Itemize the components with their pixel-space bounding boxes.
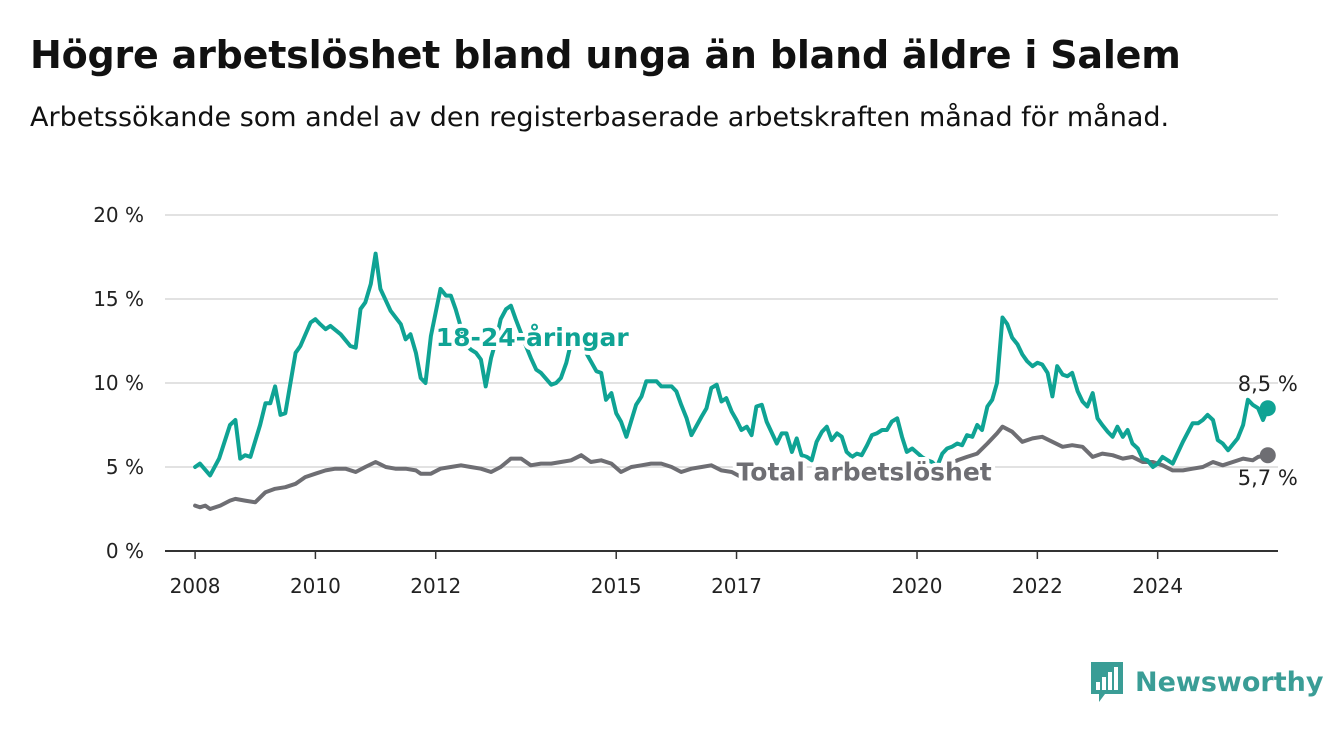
series-label-18-24: 18-24-åringar xyxy=(436,323,630,352)
series-labels: 8,5 % 5,7 % 18-24-åringar Total arbetslöshe… xyxy=(432,319,1298,490)
y-axis-ticks: 0 % 5 % 10 % 15 % 20 % xyxy=(93,203,144,563)
x-tick-label: 2017 xyxy=(711,574,762,598)
end-point-18-24 xyxy=(1259,400,1276,417)
x-axis-ticks: 2008 2010 2012 2015 2017 2020 2022 2024 xyxy=(170,551,1183,598)
series-line-total xyxy=(193,453,794,511)
y-tick-label: 15 % xyxy=(93,287,144,311)
x-tick-label: 2022 xyxy=(1012,574,1063,598)
x-tick-label: 2020 xyxy=(892,574,943,598)
y-tick-label: 10 % xyxy=(93,371,144,395)
newsworthy-logo: Newsworthy xyxy=(1089,660,1323,704)
y-tick-label: 0 % xyxy=(106,539,144,563)
end-value-label-18-24: 8,5 % xyxy=(1238,372,1298,396)
x-tick-label: 2024 xyxy=(1132,574,1183,598)
newsworthy-bar-chart-icon xyxy=(1091,662,1123,702)
y-tick-label: 5 % xyxy=(106,455,144,479)
series-line-total-recent xyxy=(934,424,1270,474)
x-tick-label: 2012 xyxy=(410,574,461,598)
line-chart: 0 %5 %10 %15 %20 % 2008 2010 2012 2015 2017 2… xyxy=(93,203,1298,598)
chart-subtitle: Arbetssökande som andel av den registerb… xyxy=(30,102,1170,133)
gridlines xyxy=(165,214,1278,552)
x-tick-label: 2010 xyxy=(290,574,341,598)
end-value-label-total: 5,7 % xyxy=(1238,466,1298,490)
series-label-total: Total arbetslöshet xyxy=(737,457,992,486)
x-tick-label: 2015 xyxy=(591,574,642,598)
series-line-18-24 xyxy=(193,251,1270,478)
newsworthy-logo-text: Newsworthy xyxy=(1135,666,1324,698)
end-point-total xyxy=(1259,447,1276,464)
chart-title: Högre arbetslöshet bland unga än bland ä… xyxy=(30,33,1181,77)
series-lines xyxy=(193,251,1276,511)
x-tick-label: 2008 xyxy=(170,574,221,598)
y-tick-label: 20 % xyxy=(93,203,144,227)
